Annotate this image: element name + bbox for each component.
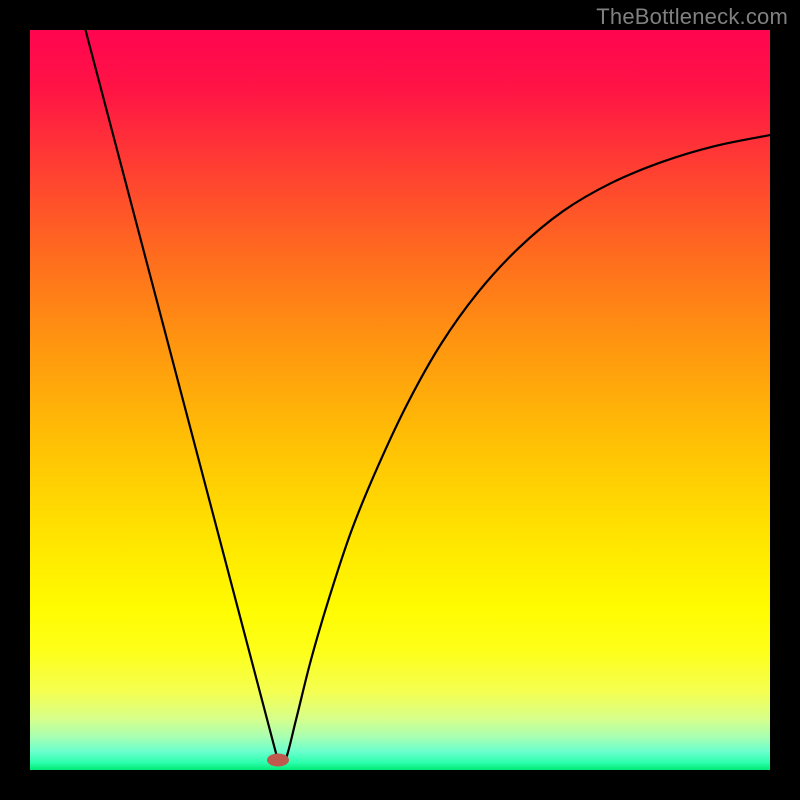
curve-path [86,30,771,764]
plot-area [30,30,770,770]
watermark-text: TheBottleneck.com [596,4,788,30]
bottleneck-curve [30,30,770,770]
minimum-marker [267,754,289,767]
